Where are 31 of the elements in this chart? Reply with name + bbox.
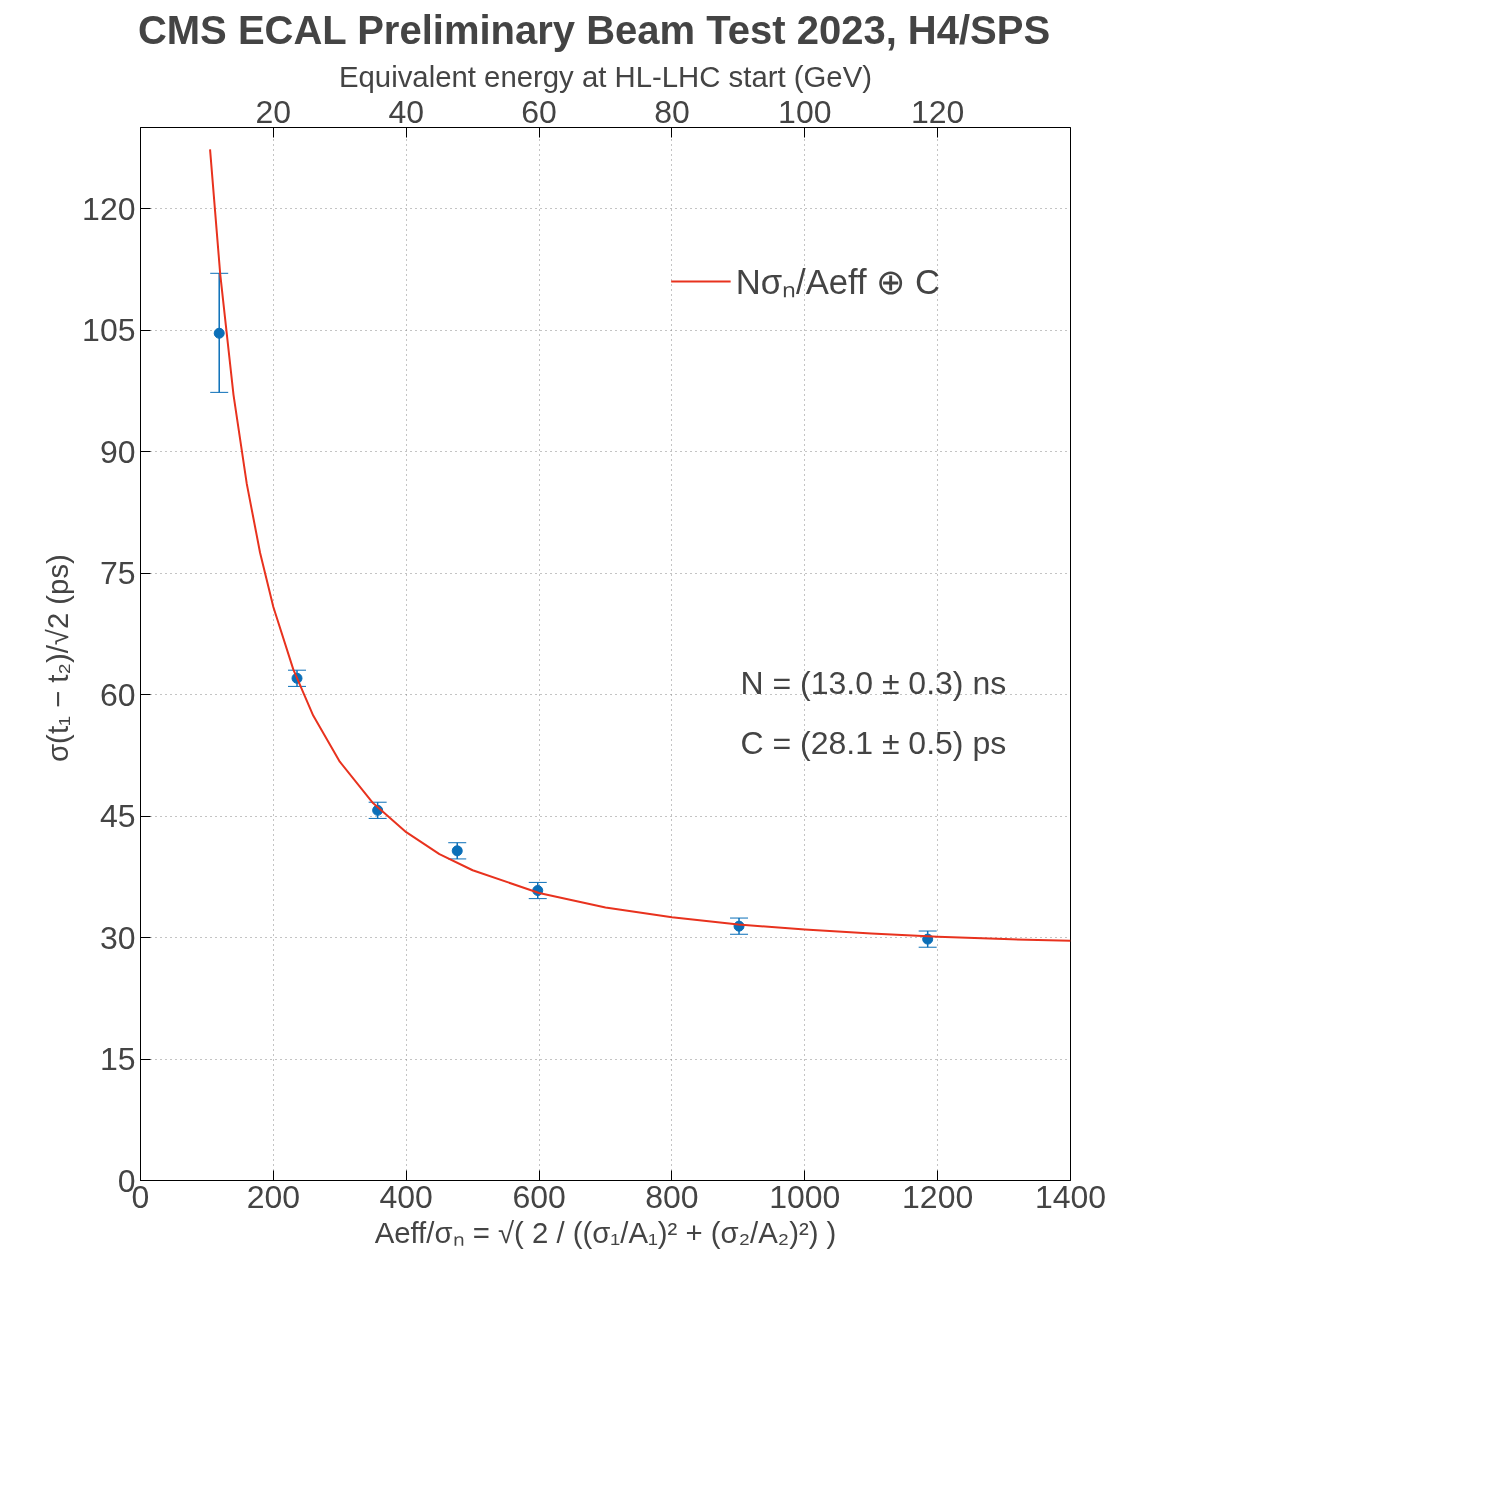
x-tick-label: 400 bbox=[379, 1178, 433, 1215]
x-tick-label: 800 bbox=[645, 1178, 699, 1215]
x2-tick-label: 20 bbox=[255, 93, 292, 130]
x2-tick-label: 40 bbox=[388, 93, 425, 130]
x-tick-label: 1200 bbox=[902, 1178, 974, 1215]
x-tick-label: 200 bbox=[246, 1178, 301, 1215]
y-tick-label: 120 bbox=[82, 190, 136, 227]
y-tick-label: 30 bbox=[99, 919, 136, 956]
legend-label: Nσₙ/Aeff ⊕ C bbox=[735, 262, 940, 303]
annotation: C = (28.1 ± 0.5) ps bbox=[740, 724, 1007, 761]
x-tick-label: 600 bbox=[512, 1178, 566, 1215]
x2-axis-title: Equivalent energy at HL-LHC start (GeV) bbox=[338, 59, 873, 93]
point bbox=[451, 845, 463, 857]
y-tick-label: 15 bbox=[99, 1041, 136, 1077]
annotation: N = (13.0 ± 0.3) ns bbox=[740, 664, 1007, 701]
y-axis-title: σ(t₁ − t₂)/√2 (ps) bbox=[41, 554, 75, 762]
x-tick-label: 1000 bbox=[769, 1178, 841, 1215]
x2-tick-label: 60 bbox=[521, 93, 557, 130]
x2-tick-label: 120 bbox=[910, 93, 965, 130]
chart-title: CMS ECAL Preliminary Beam Test 2023, H4/SPS bbox=[137, 7, 1051, 52]
x2-tick-label: 100 bbox=[778, 93, 832, 130]
y-tick-label: 60 bbox=[99, 676, 136, 713]
line-series bbox=[209, 148, 1071, 942]
x-tick-label: 1400 bbox=[1034, 1178, 1107, 1215]
y-tick-label: 90 bbox=[99, 433, 136, 470]
y-tick-label: 75 bbox=[99, 555, 136, 591]
x-axis-title: Aeff/σₙ = √( 2 / ((σ₁/A₁)² + (σ₂/A₂)²) ) bbox=[374, 1215, 837, 1249]
y-tick-label: 45 bbox=[99, 798, 136, 834]
y-tick-label: 105 bbox=[82, 312, 136, 348]
x2-tick-label: 80 bbox=[654, 93, 690, 130]
point bbox=[213, 327, 225, 339]
